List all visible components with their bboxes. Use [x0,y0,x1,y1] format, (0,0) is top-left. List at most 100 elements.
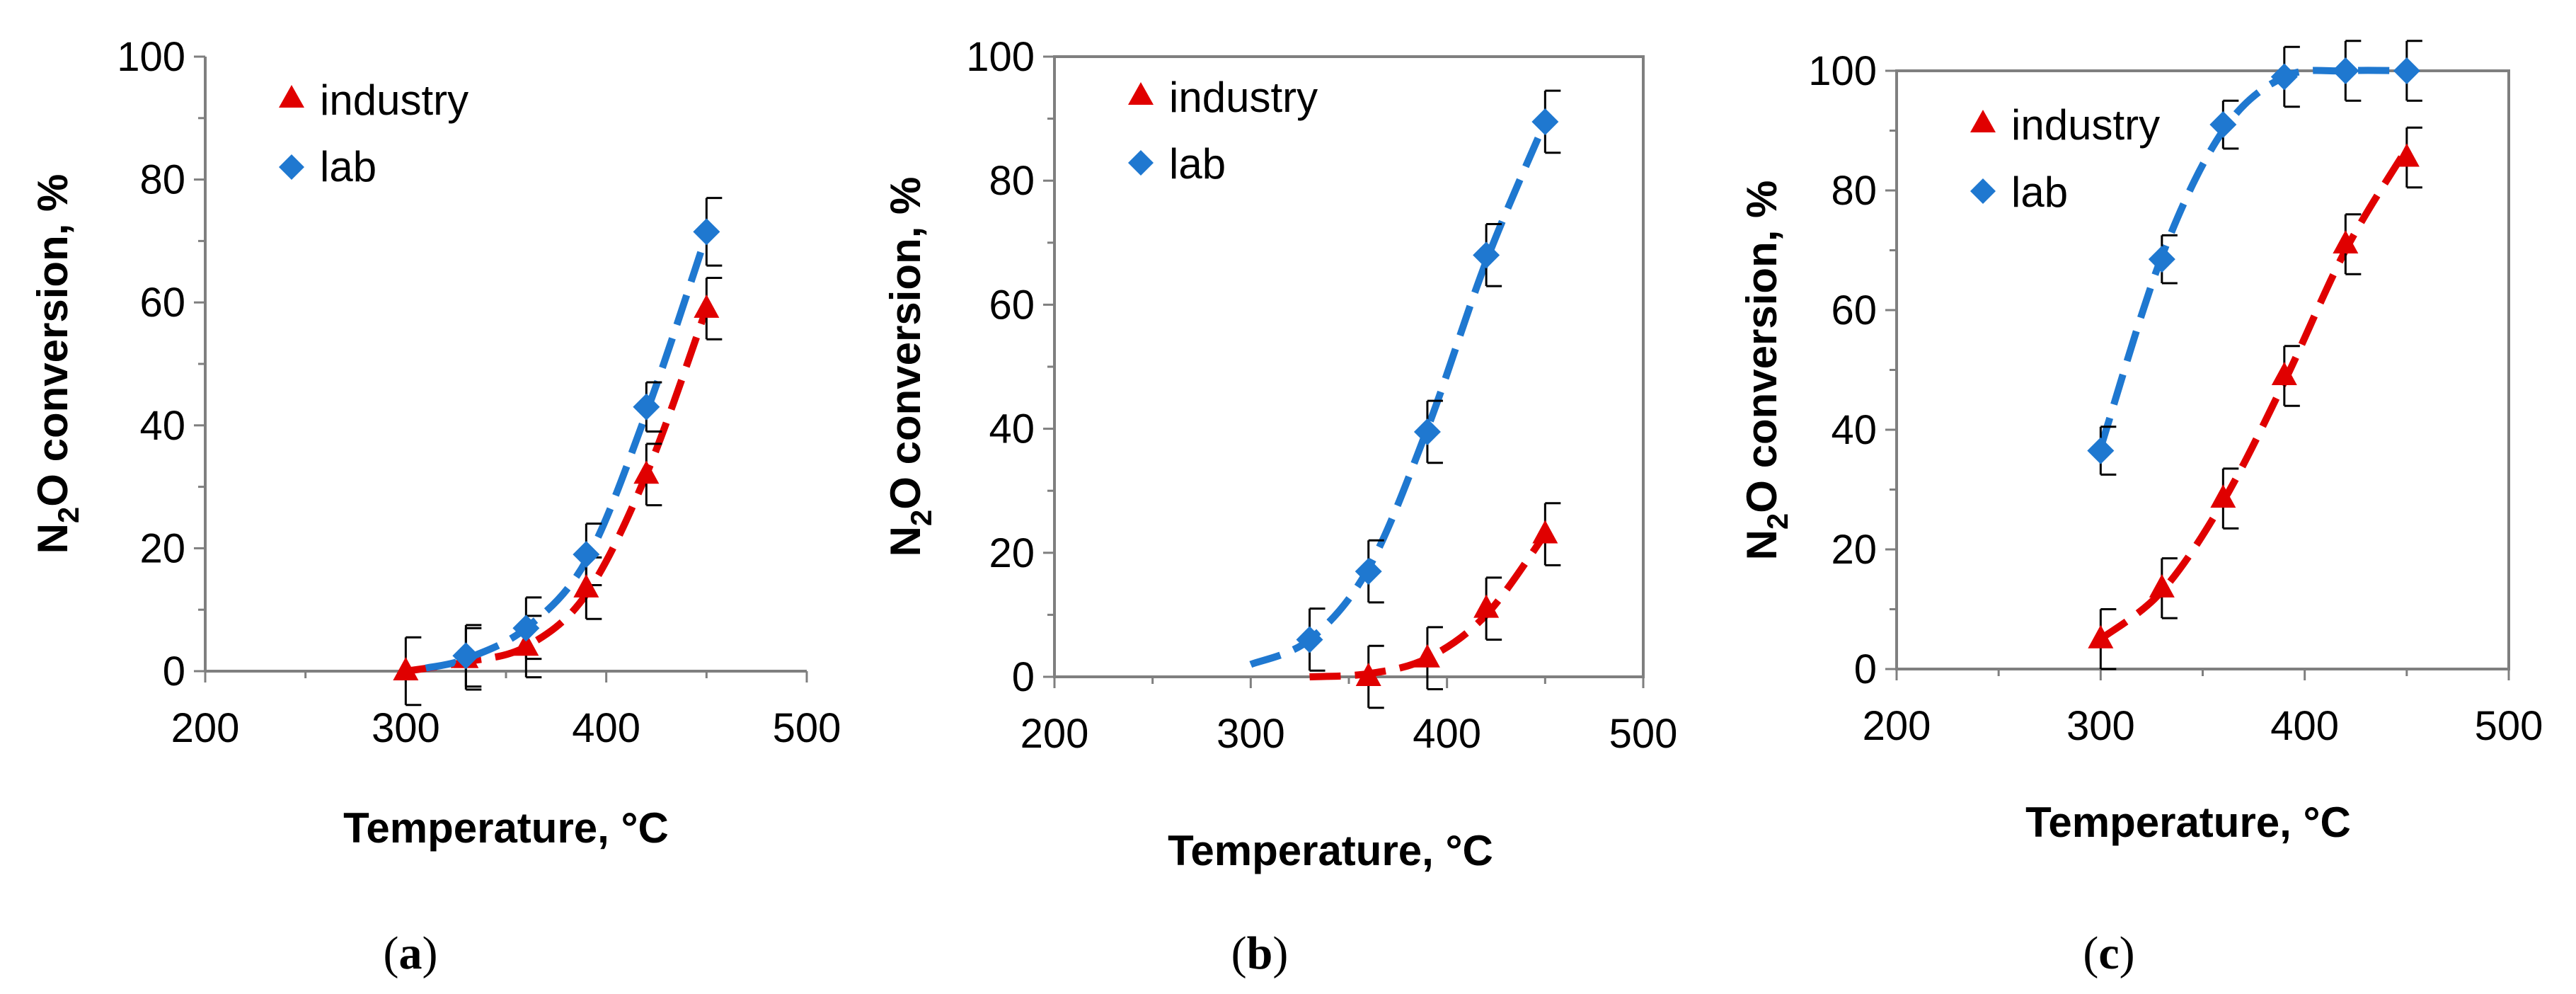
caption-a: (a) [384,927,438,979]
point-industry [2393,143,2420,167]
y-axis-label-c: N2O conversion, % [1738,181,1794,561]
x-axis-label-a: Temperature, °C [343,804,669,852]
point-industry [573,573,599,598]
point-industry [694,294,720,318]
legend-industry-label: industry [2011,101,2160,149]
y-tick-label: 60 [1831,287,1877,333]
point-industry [2149,573,2175,598]
legend-lab-marker [1128,150,1154,176]
fit-line-industry [2098,147,2410,642]
y-axis-label-main: N [29,523,76,554]
y-tick-label: 0 [1012,654,1035,700]
y-tick-label: 60 [989,282,1035,328]
x-tick-label: 400 [572,705,640,751]
y-axis-label-a: N2O conversion, % [29,174,85,554]
point-lab [452,642,480,670]
caption-b-letter: b [1247,927,1273,979]
y-axis-label-rest: O conversion, % [1738,181,1786,513]
point-lab [1531,108,1559,135]
point-industry [1532,520,1558,544]
x-tick-label: 200 [1863,703,1931,749]
y-tick-label: 20 [1831,527,1877,573]
point-lab [512,615,540,642]
y-tick-label: 60 [139,280,185,326]
panel-a: 0 20 40 60 80 100 200 300 400 500 industry lab Te… [29,34,841,979]
point-industry [1355,663,1381,686]
legend-industry-label: industry [320,76,468,124]
y-tick-label: 0 [163,649,185,695]
point-industry [633,460,660,484]
point-lab [1355,558,1382,585]
legend-industry-marker [279,85,304,108]
point-lab [573,541,600,569]
point-lab [2332,57,2359,84]
point-industry [2271,361,2297,385]
caption-a-letter: a [399,927,422,979]
y-axis-label-sub: 2 [904,510,938,526]
y-tick-label: 40 [989,406,1035,452]
caption-b: (b) [1231,927,1289,979]
legend-lab-label: lab [320,143,376,190]
point-lab [2270,63,2298,91]
legend-lab-marker [1970,178,1996,204]
x-tick-label: 200 [1020,711,1089,757]
x-tick-label: 400 [2270,703,2339,749]
x-tick-label: 500 [1609,711,1678,757]
y-axis-label-b: N2O conversion, % [882,177,938,557]
legend-b: industry lab [1128,74,1318,188]
y-axis-label-rest: O conversion, % [29,174,76,507]
y-tick-label: 80 [989,158,1035,204]
x-tick-label: 500 [773,705,841,751]
point-industry [1473,594,1500,618]
y-axis-label-rest: O conversion, % [882,177,929,510]
y-tick-label: 100 [1808,48,1877,94]
y-tick-label: 40 [139,403,185,449]
y-tick-label: 0 [1854,646,1877,692]
legend-industry-marker [1128,82,1154,105]
point-lab [2148,246,2175,273]
panel-b: 0 20 40 60 80 100 200 300 400 500 industry lab Te… [882,34,1677,979]
point-industry [2210,484,2236,508]
legend-industry-label: industry [1169,74,1318,121]
x-tick-label: 300 [1217,711,1285,757]
caption-c-letter: c [2098,927,2119,979]
x-tick-label: 200 [171,705,240,751]
x-tick-label: 300 [372,705,440,751]
point-lab [693,218,720,246]
y-axis-label-sub: 2 [52,507,85,523]
y-tick-label: 80 [1831,168,1877,214]
point-lab [633,393,660,421]
point-lab [2087,437,2115,464]
point-lab [2209,111,2237,139]
y-tick-label: 100 [966,34,1035,80]
y-tick-label: 20 [139,525,185,571]
point-industry [1414,644,1440,668]
x-tick-label: 300 [2066,703,2135,749]
plot-frame-a [205,57,807,671]
legend-industry-marker [1970,110,1996,132]
panel-c: 0 20 40 60 80 100 200 300 400 500 industry lab Te… [1738,40,2543,979]
legend-lab-label: lab [2011,168,2068,216]
x-axis-label-b: Temperature, °C [1168,827,1493,874]
y-tick-label: 20 [989,530,1035,576]
point-industry [2333,230,2359,254]
x-tick-label: 500 [2475,703,2543,749]
y-tick-label: 100 [117,34,185,80]
legend-lab-marker [279,154,304,180]
point-lab [2393,57,2420,84]
y-tick-label: 40 [1831,407,1877,453]
point-industry [2088,624,2114,649]
y-axis-label-sub: 2 [1761,513,1794,530]
plot-frame-c [1895,69,2510,670]
plot-frame-b [1053,55,1645,678]
y-tick-label: 80 [139,157,185,203]
caption-c: (c) [2083,927,2134,979]
point-lab [1413,418,1441,445]
point-lab [1296,626,1323,653]
x-axis-label-c: Temperature, °C [2025,799,2351,846]
point-lab [1473,241,1500,269]
point-industry [513,632,539,656]
y-axis-label-main: N [1738,530,1786,560]
legend-a: industry lab [279,76,468,190]
